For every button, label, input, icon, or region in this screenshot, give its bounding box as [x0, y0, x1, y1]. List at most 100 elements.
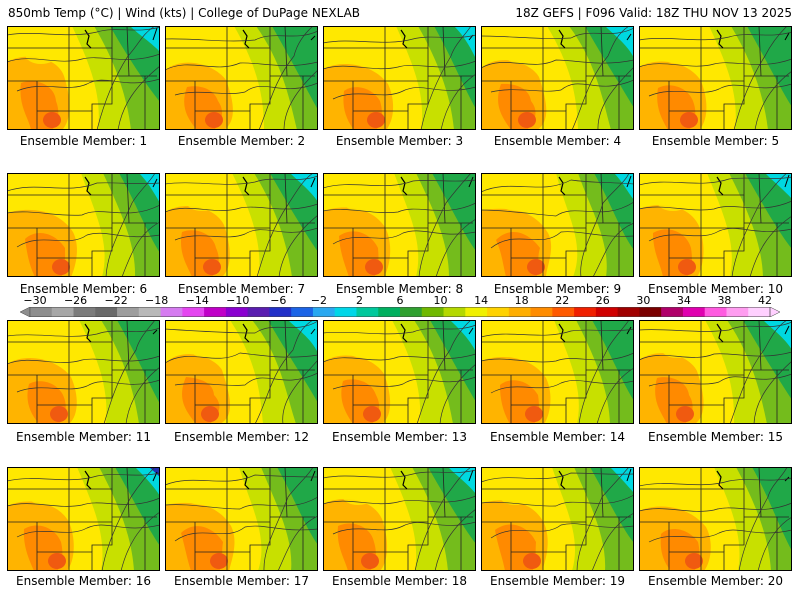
- scale-swatch: [138, 307, 162, 317]
- temperature-map: [481, 26, 634, 130]
- header-title: 850mb Temp (°C) | Wind (kts) | College o…: [8, 6, 361, 20]
- ensemble-member-label: Ensemble Member: 2: [177, 134, 306, 148]
- scale-arrow-high: [769, 307, 781, 317]
- ensemble-member-label: Ensemble Member: 9: [493, 282, 622, 296]
- ensemble-map-panel: [7, 467, 160, 571]
- temperature-color-scale: −30 −26 −22 −18 −14 −10 −6 −2 2 6 10 14 18 22 26 30 34 38…: [0, 295, 800, 321]
- ensemble-map-panel: [323, 26, 476, 130]
- scale-swatch: [160, 307, 183, 317]
- ensemble-member-label: Ensemble Member: 3: [335, 134, 464, 148]
- temperature-map: [639, 26, 792, 130]
- scale-tick-label: 6: [396, 294, 404, 307]
- scale-swatch: [73, 307, 96, 317]
- scale-tick-label: −6: [270, 294, 287, 307]
- scale-tick-label: 14: [474, 294, 489, 307]
- ensemble-map-panel: [165, 467, 318, 571]
- temperature-map: [481, 467, 634, 571]
- scale-swatch: [682, 307, 706, 317]
- ensemble-map-panel: [165, 173, 318, 277]
- scale-swatch: [51, 307, 75, 317]
- scale-swatch: [291, 307, 314, 317]
- ensemble-map-panel: [7, 26, 160, 130]
- ensemble-map-panel: [165, 26, 318, 130]
- temperature-map: [165, 173, 318, 277]
- ensemble-map-panel: [481, 467, 634, 571]
- temperature-map: [7, 26, 160, 130]
- ensemble-member-label: Ensemble Member: 7: [177, 282, 306, 296]
- scale-swatch: [225, 307, 249, 317]
- ensemble-map-panel: [639, 26, 792, 130]
- scale-swatch: [552, 307, 575, 317]
- temperature-map: [323, 467, 476, 571]
- ensemble-member-label: Ensemble Member: 8: [335, 282, 464, 296]
- scale-tick-label: −14: [185, 294, 209, 307]
- ensemble-map-panel: [323, 320, 476, 424]
- scale-swatch: [117, 307, 140, 317]
- ensemble-member-label: Ensemble Member: 17: [174, 574, 309, 588]
- temperature-map: [481, 173, 634, 277]
- ensemble-member-label: Ensemble Member: 13: [332, 430, 467, 444]
- ensemble-map-panel: [323, 173, 476, 277]
- ensemble-member-label: Ensemble Member: 1: [19, 134, 148, 148]
- scale-swatch: [269, 307, 292, 317]
- scale-arrow-low: [19, 307, 31, 317]
- ensemble-map-panel: [7, 320, 160, 424]
- scale-tick-label: −26: [63, 294, 88, 307]
- scale-swatch: [465, 307, 488, 317]
- ensemble-member-label: Ensemble Member: 15: [648, 430, 783, 444]
- ensemble-member-label: Ensemble Member: 18: [332, 574, 467, 588]
- scale-tick-label: −22: [104, 294, 128, 307]
- scale-swatch: [204, 307, 227, 317]
- ensemble-map-panel: [481, 320, 634, 424]
- temperature-map: [323, 173, 476, 277]
- scale-tick-label: 10: [433, 294, 448, 307]
- header-run-info: 18Z GEFS | F096 Valid: 18Z THU NOV 13 20…: [515, 6, 792, 20]
- temperature-map: [639, 467, 792, 571]
- scale-tick-label: −10: [226, 294, 250, 307]
- scale-swatch: [661, 307, 684, 317]
- ensemble-member-label: Ensemble Member: 16: [16, 574, 151, 588]
- ensemble-map-panel: [7, 173, 160, 277]
- ensemble-map-panel: [481, 173, 634, 277]
- scale-swatch: [400, 307, 423, 317]
- scale-swatch: [748, 307, 771, 317]
- scale-tick-label: 38: [717, 294, 732, 307]
- scale-tick-label: 2: [355, 294, 363, 307]
- scale-tick-label: 42: [758, 294, 772, 307]
- ensemble-map-panel: [323, 467, 476, 571]
- temperature-map: [7, 320, 160, 424]
- temperature-map: [165, 320, 318, 424]
- ensemble-member-label: Ensemble Member: 11: [16, 430, 151, 444]
- ensemble-member-label: Ensemble Member: 19: [490, 574, 625, 588]
- scale-swatch: [247, 307, 270, 317]
- ensemble-map-panel: [639, 320, 792, 424]
- temperature-map: [323, 320, 476, 424]
- scale-swatch: [30, 307, 53, 317]
- ensemble-member-label: Ensemble Member: 4: [493, 134, 622, 148]
- temperature-map: [7, 467, 160, 571]
- scale-swatch: [421, 307, 445, 317]
- scale-swatch: [726, 307, 749, 317]
- scale-bar: [19, 307, 781, 317]
- scale-tick-label: 22: [555, 294, 570, 307]
- ensemble-map-panel: [481, 26, 634, 130]
- ensemble-map-panel: [639, 467, 792, 571]
- scale-swatch: [487, 307, 510, 317]
- scale-swatch: [443, 307, 466, 317]
- scale-swatch: [182, 307, 205, 317]
- scale-tick-label: 26: [595, 294, 610, 307]
- scale-swatch: [95, 307, 118, 317]
- ensemble-member-label: Ensemble Member: 6: [19, 282, 148, 296]
- scale-tick-label: 30: [636, 294, 651, 307]
- scale-swatch: [639, 307, 662, 317]
- scale-swatch: [508, 307, 532, 317]
- scale-tick-label: 18: [514, 294, 529, 307]
- scale-swatch: [530, 307, 553, 317]
- scale-swatch: [704, 307, 727, 317]
- ensemble-member-label: Ensemble Member: 20: [648, 574, 783, 588]
- ensemble-member-label: Ensemble Member: 14: [490, 430, 625, 444]
- scale-swatch: [334, 307, 357, 317]
- ensemble-member-label: Ensemble Member: 12: [174, 430, 309, 444]
- scale-swatch: [312, 307, 336, 317]
- temperature-map: [165, 26, 318, 130]
